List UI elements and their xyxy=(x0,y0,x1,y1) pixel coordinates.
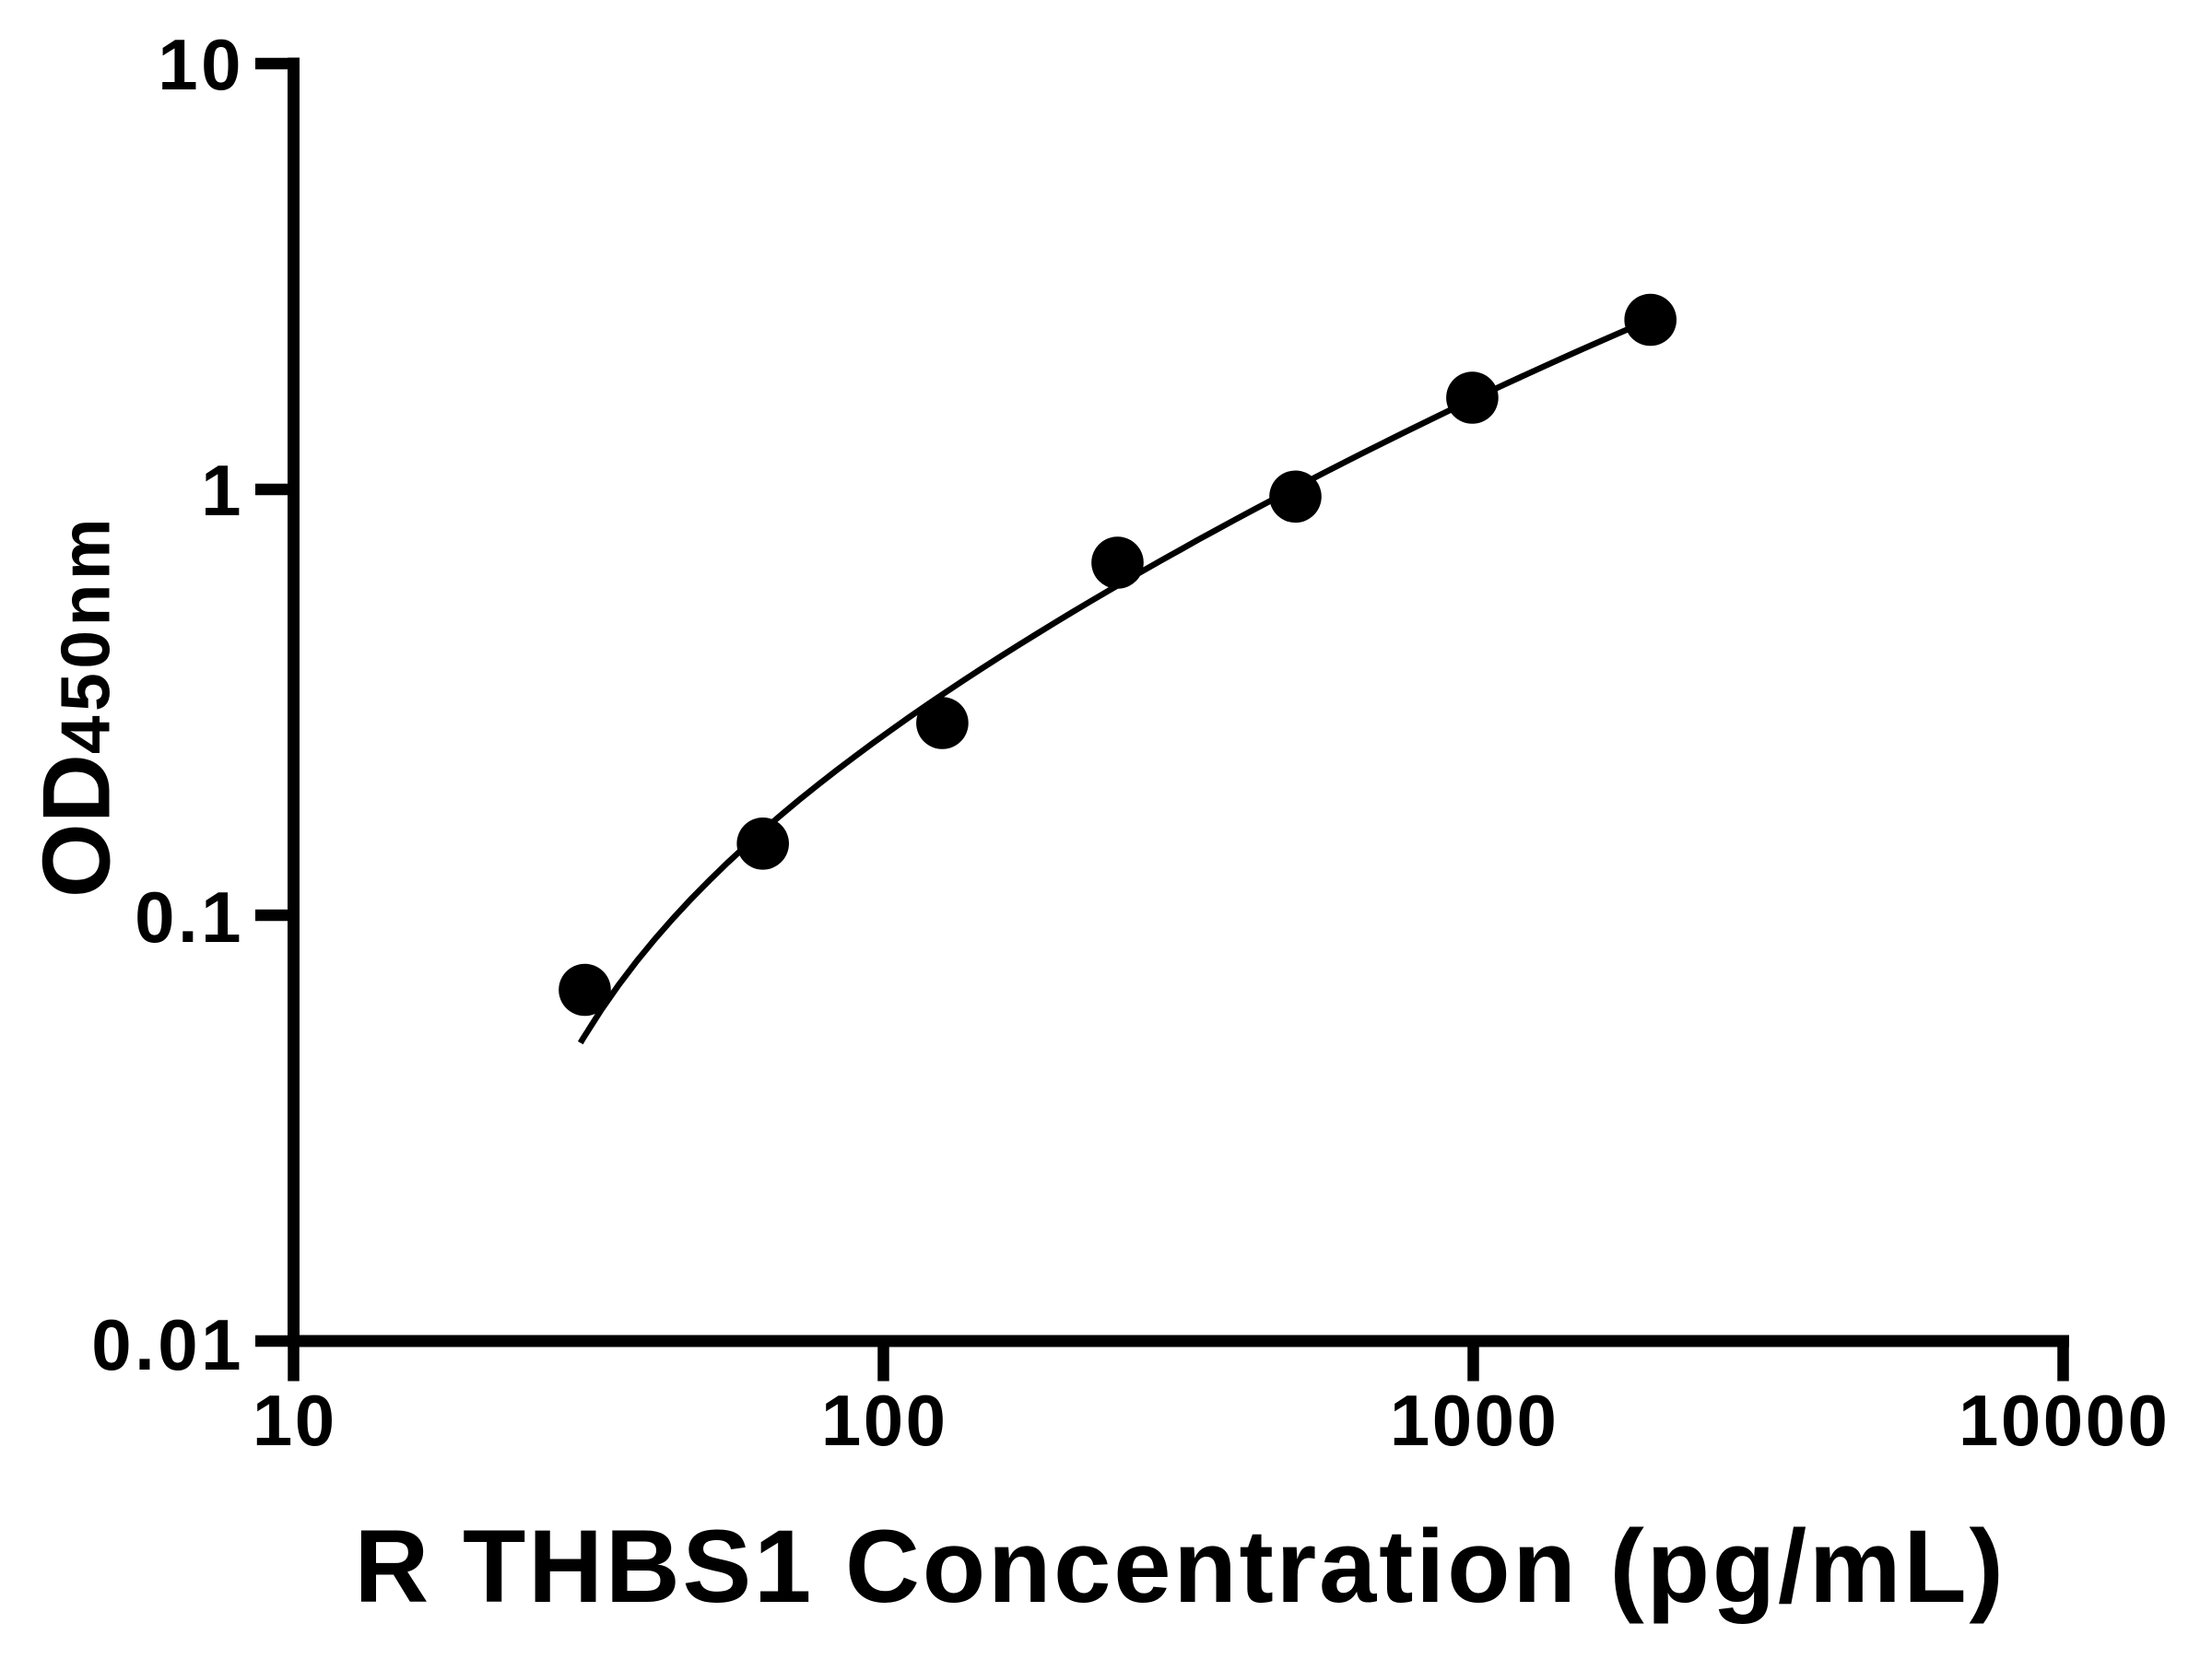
svg-text:0.01: 0.01 xyxy=(91,1304,244,1385)
svg-text:0.1: 0.1 xyxy=(135,877,244,958)
svg-text:10: 10 xyxy=(253,1380,337,1461)
svg-text:R THBS1 Concentration (pg/mL): R THBS1 Concentration (pg/mL) xyxy=(354,1509,2006,1624)
svg-text:1000: 1000 xyxy=(1390,1380,1559,1461)
svg-text:10: 10 xyxy=(158,24,244,105)
svg-text:OD450nm: OD450nm xyxy=(24,514,131,898)
svg-text:1: 1 xyxy=(201,450,244,531)
svg-text:100: 100 xyxy=(821,1380,948,1461)
svg-text:10000: 10000 xyxy=(1959,1380,2170,1461)
